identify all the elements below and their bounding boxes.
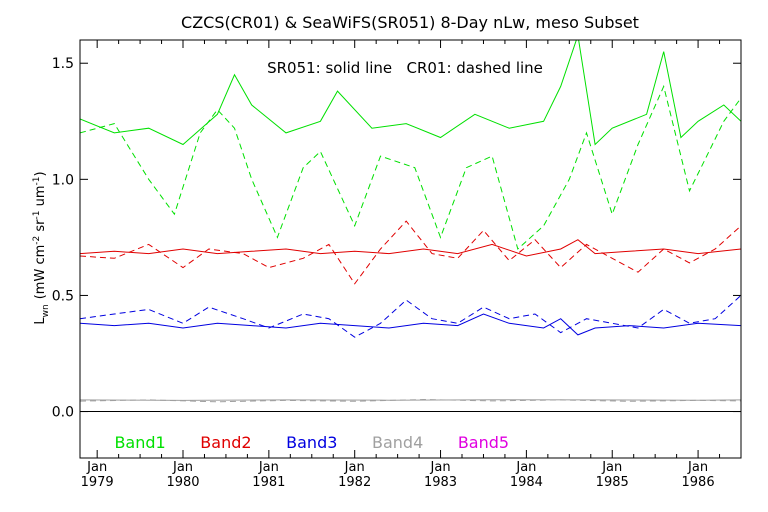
x-tick-month-label: Jan	[86, 460, 107, 475]
x-tick-year-label: 1985	[596, 475, 629, 490]
band-label-band5: Band5	[458, 433, 509, 452]
y-label-units-a: (mW cm	[33, 245, 48, 300]
x-tick-month-label: Jan	[687, 460, 708, 475]
chart-title: CZCS(CR01) & SeaWiFS(SR051) 8-Day nLw, m…	[181, 13, 639, 32]
series-line-band1-cr01	[80, 84, 741, 250]
band-label-band4: Band4	[372, 433, 423, 452]
y-axis-label: Lwn(mW cm-2 sr-1 um-1)	[32, 171, 51, 324]
series-line-band2-sr051	[80, 239, 741, 257]
x-tick-month-label: Jan	[344, 460, 365, 475]
y-label-exp-a: -2	[32, 236, 42, 245]
band-label-band2: Band2	[200, 433, 251, 452]
x-tick-month-label: Jan	[601, 460, 622, 475]
x-tick-year-label: 1979	[81, 475, 114, 490]
series-line-band1-sr051	[80, 40, 741, 146]
y-label-main: L	[33, 317, 48, 325]
y-tick-label: 1.5	[52, 56, 74, 72]
y-label-units-c: um	[33, 185, 48, 210]
x-tick-year-label: 1984	[510, 475, 543, 490]
y-label-units-b: sr	[33, 219, 48, 236]
y-label-close: )	[33, 171, 48, 176]
x-tick-year-label: 1981	[252, 475, 285, 490]
x-tick-month-label: Jan	[258, 460, 279, 475]
y-label-sub: wn	[41, 304, 51, 317]
series-line-band4-cr01	[80, 398, 741, 403]
series-line-band2-cr01	[80, 220, 741, 285]
x-tick-month-label: Jan	[515, 460, 536, 475]
series-line-band3-sr051	[80, 313, 741, 336]
y-tick-label: 0.5	[52, 288, 74, 304]
series-line-band3-cr01	[80, 295, 741, 338]
y-tick-label: 0.0	[52, 405, 74, 421]
x-tick-year-label: 1986	[682, 475, 715, 490]
x-tick-year-label: 1980	[166, 475, 199, 490]
line-style-annotation: SR051: solid line CR01: dashed line	[267, 59, 543, 77]
y-label-exp-b: -1	[32, 211, 42, 220]
y-tick-label: 1.0	[52, 172, 74, 188]
plot-frame	[79, 39, 742, 459]
series-layer	[80, 40, 741, 403]
band-labels: Band1 Band2 Band3 Band4 Band5	[114, 433, 509, 452]
x-tick-month-label: Jan	[172, 460, 193, 475]
x-tick-year-label: 1983	[424, 475, 457, 490]
axes-layer: 0.00.51.01.5Jan1979Jan1980Jan1981Jan1982…	[52, 39, 742, 490]
svg-text:Lwn(mW cm-2 sr-1 um-1): Lwn(mW cm-2 sr-1 um-1)	[32, 171, 51, 324]
x-tick-month-label: Jan	[430, 460, 451, 475]
band-label-band1: Band1	[114, 433, 165, 452]
y-label-exp-c: -1	[32, 176, 42, 185]
band-label-band3: Band3	[286, 433, 337, 452]
x-tick-year-label: 1982	[338, 475, 371, 490]
